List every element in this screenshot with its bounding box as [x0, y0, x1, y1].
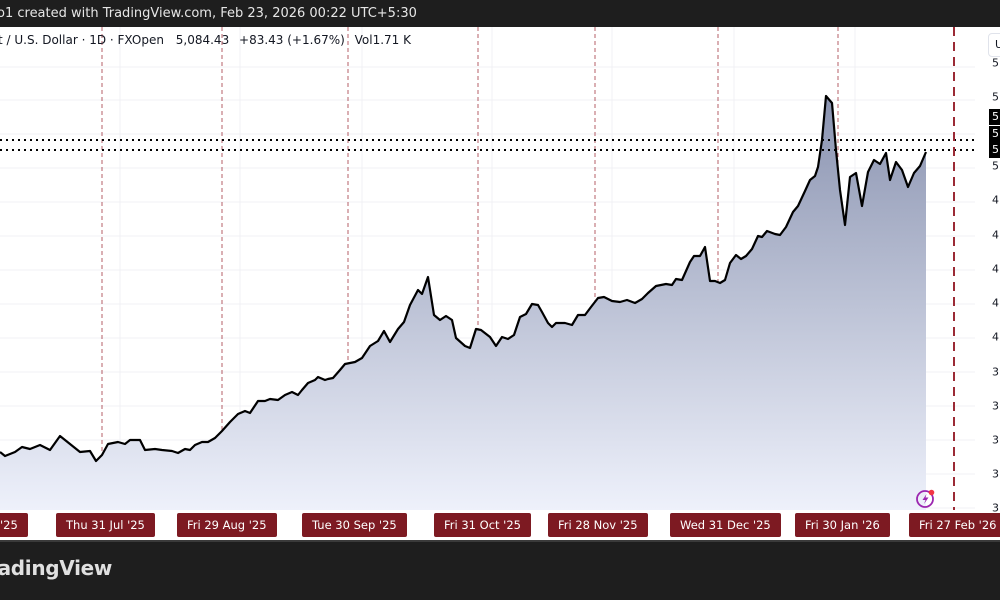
price-tick-label: 3	[992, 501, 999, 515]
price-area-fill	[0, 96, 926, 510]
price-chart[interactable]	[0, 27, 1000, 540]
price-tick-label: 4	[992, 262, 999, 276]
price-line[interactable]	[0, 94, 928, 463]
chart-area[interactable]: t / U.S. Dollar · 1D · FXOpen 5,084.43 +…	[0, 27, 1000, 540]
footer-bar: radingView	[0, 540, 1000, 600]
price-tick-label: 5	[992, 159, 999, 173]
caption-bar: o1 created with TradingView.com, Feb 23,…	[0, 0, 1000, 27]
price-tick-label: 3	[992, 467, 999, 481]
price-tick-label: 3	[992, 365, 999, 379]
price-tick-label: 3	[992, 399, 999, 413]
chart-legend: t / U.S. Dollar · 1D · FXOpen 5,084.43 +…	[0, 33, 417, 47]
price-tick-label: 3	[992, 433, 999, 447]
price-tick-label: 4	[992, 296, 999, 310]
last-price: 5,084.43	[175, 33, 230, 47]
price-marker-label: 5	[989, 109, 1000, 125]
date-tick-label: Tue 30 Sep '25	[302, 513, 407, 537]
date-tick-label: Wed 31 Dec '25	[670, 513, 781, 537]
date-tick-label: '25	[0, 513, 28, 537]
price-marker-label: 5	[989, 126, 1000, 142]
price-marker-label: 5	[989, 142, 1000, 158]
caption-text: o1 created with TradingView.com, Feb 23,…	[0, 6, 417, 21]
symbol-label: t / U.S. Dollar · 1D · FXOpen	[0, 33, 164, 47]
price-tick-label: 4	[992, 228, 999, 242]
date-tick-label: Fri 27 Feb '26	[909, 513, 1000, 537]
price-tick-label: 5	[992, 90, 999, 104]
unit-button[interactable]: U	[988, 33, 1000, 57]
date-tick-label: Fri 28 Nov '25	[548, 513, 648, 537]
date-tick-label: Fri 29 Aug '25	[177, 513, 277, 537]
price-level-lines	[0, 139, 990, 151]
price-tick-label: 4	[992, 330, 999, 344]
price-tick-label: 4	[992, 193, 999, 207]
date-tick-label: Fri 30 Jan '26	[795, 513, 890, 537]
date-tick-label: Thu 31 Jul '25	[56, 513, 155, 537]
price-axis[interactable]	[975, 27, 1000, 540]
date-tick-label: Fri 31 Oct '25	[434, 513, 531, 537]
price-change: +83.43 (+1.67%)	[239, 33, 345, 47]
lightning-icon[interactable]	[915, 487, 937, 509]
volume: Vol1.71 K	[354, 33, 411, 47]
price-tick-label: 5	[992, 56, 999, 70]
tradingview-logo: radingView	[0, 556, 113, 580]
